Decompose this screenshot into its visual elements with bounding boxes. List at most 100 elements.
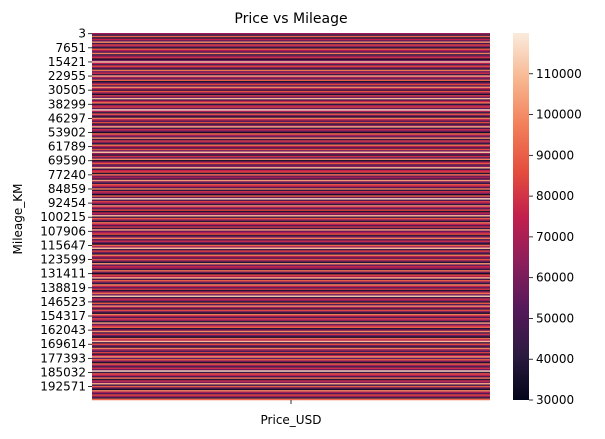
heatmap-cell [92,264,490,267]
heatmap-cell [92,340,490,343]
colorbar [513,33,529,400]
y-tick-label: 107906 [40,224,86,238]
heatmap-cell [92,270,490,272]
heatmap-cell [92,322,490,325]
heatmap-cell [92,236,490,238]
heatmap-cell [92,199,490,202]
heatmap-cell [92,127,490,130]
heatmap-cell [92,352,490,354]
heatmap-cell [92,112,490,114]
heatmap-cell [92,80,490,83]
heatmap-cell [92,99,490,102]
heatmap-cell [92,224,490,227]
heatmap-cell [92,172,490,175]
heatmap-cell [92,131,490,134]
heatmap-cell [92,343,490,346]
heatmap-cell [92,140,490,142]
heatmap-cell [92,68,490,70]
heatmap-cell [92,58,490,61]
heatmap-cell [92,89,490,92]
heatmap-cell [92,227,490,230]
colorbar-tick-label: 100000 [536,108,582,122]
heatmap-cell [92,233,490,236]
heatmap-cell [92,175,490,178]
heatmap-cell [92,48,490,51]
heatmap-cell [92,315,490,317]
heatmap-cell [92,272,490,275]
heatmap-cell [92,319,490,322]
heatmap-cell [92,210,490,213]
heatmap-cell [92,383,490,385]
heatmap-cell [92,49,490,52]
heatmap-cell [92,294,490,296]
heatmap-cell [92,104,490,107]
heatmap-cell [92,123,490,125]
heatmap-cell [92,390,490,392]
heatmap-cell [92,344,490,347]
heatmap-cell [92,62,490,65]
heatmap-cell [92,320,490,323]
heatmap-cell [92,155,490,158]
heatmap-cell [92,137,490,140]
heatmap-cell [92,229,490,231]
heatmap-cell [92,209,490,212]
heatmap-cell [92,287,490,289]
y-tick-label: 7651 [55,41,86,55]
heatmap-cell [92,230,490,233]
heatmap-cell [92,339,490,341]
heatmap-cell [92,52,490,55]
heatmap-cell [92,371,490,374]
heatmap-cell [92,188,490,190]
heatmap-cell [92,240,490,243]
colorbar-tick-label: 30000 [536,393,574,407]
heatmap-cell [92,241,490,244]
heatmap-cell [92,219,490,221]
heatmap-cell [92,261,490,264]
heatmap-cell [92,354,490,357]
heatmap-cell [92,316,490,319]
heatmap-cell [92,301,490,303]
heatmap-cell [92,76,490,79]
heatmap-cell [92,356,490,358]
heatmap-cell [92,288,490,291]
heatmap-cell [92,151,490,154]
heatmap-cell [92,126,490,128]
heatmap-cell [92,333,490,336]
heatmap-cell [92,157,490,159]
heatmap-cell [92,128,490,131]
heatmap-cell [92,392,490,395]
heatmap-cell [92,85,490,87]
y-tick-label: 100215 [40,210,86,224]
heatmap-cell [92,61,490,63]
heatmap-cell [92,56,490,59]
y-tick-label: 22955 [48,69,86,83]
heatmap-cell [92,169,490,172]
heatmap-cell [92,326,490,329]
heatmap-cell [92,275,490,278]
heatmap-cell [92,380,490,382]
heatmap-cell [92,367,490,370]
heatmap-cell [92,208,490,210]
heatmap-cell [92,220,490,223]
heatmap-cell [92,54,490,56]
heatmap-cell [92,397,490,399]
heatmap-cell [92,121,490,124]
heatmap-cell [92,119,490,121]
heatmap-cell [92,213,490,216]
heatmap-cell [92,325,490,327]
heatmap-cell [92,193,490,196]
heatmap-cell [92,256,490,258]
heatmap-cell [92,311,490,313]
heatmap-cell [92,250,490,253]
heatmap-cell [92,385,490,388]
heatmap-cell [92,195,490,197]
heatmap-cell [92,133,490,135]
heatmap-cell [92,359,490,361]
heatmap-cell [92,378,490,381]
heatmap-cell [92,147,490,149]
heatmap-cell [92,257,490,260]
heatmap-cell [92,120,490,123]
heatmap-cell [92,114,490,117]
heatmap-cell [92,309,490,312]
